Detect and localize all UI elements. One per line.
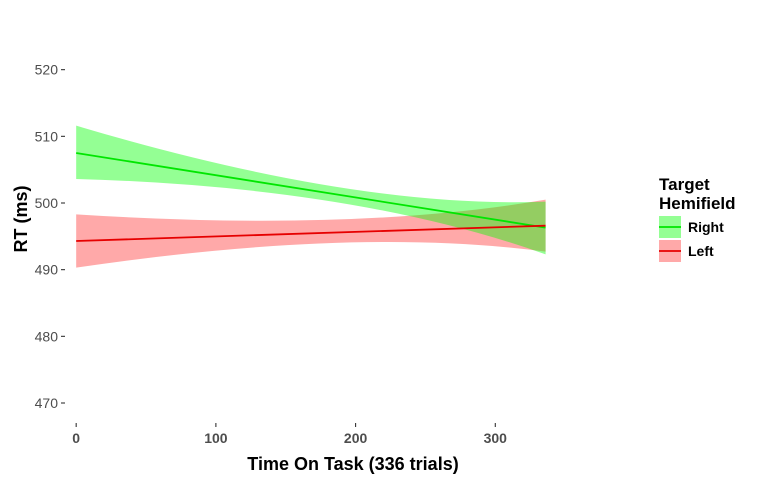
- x-tick-label: 0: [72, 430, 80, 446]
- x-axis: 0 100 200 300: [72, 423, 507, 446]
- legend-label: Right: [688, 219, 724, 235]
- legend-item-left: Left: [659, 240, 714, 262]
- x-tick-label: 300: [484, 430, 508, 446]
- legend-title-line1: Target: [659, 175, 710, 194]
- y-tick-label: 520: [35, 62, 59, 78]
- y-axis: 470 480 490 500 510 520: [35, 62, 65, 411]
- y-tick-label: 480: [35, 328, 59, 344]
- y-tick-label: 470: [35, 395, 59, 411]
- fit-line-right: [76, 152, 546, 229]
- x-tick-label: 200: [344, 430, 368, 446]
- y-tick-label: 500: [35, 195, 59, 211]
- legend-title-line2: Hemifield: [659, 194, 736, 213]
- fit-lines: [76, 152, 546, 242]
- legend-item-right: Right: [659, 216, 724, 238]
- fit-line-left: [76, 224, 546, 242]
- y-axis-title: RT (ms): [11, 185, 31, 252]
- y-tick-label: 510: [35, 128, 59, 144]
- legend: Target Hemifield Right Left: [659, 175, 736, 262]
- legend-label: Left: [688, 243, 714, 259]
- x-tick-label: 100: [204, 430, 228, 446]
- y-tick-label: 490: [35, 262, 59, 278]
- confidence-bands: [76, 125, 546, 268]
- x-axis-title: Time On Task (336 trials): [247, 454, 458, 474]
